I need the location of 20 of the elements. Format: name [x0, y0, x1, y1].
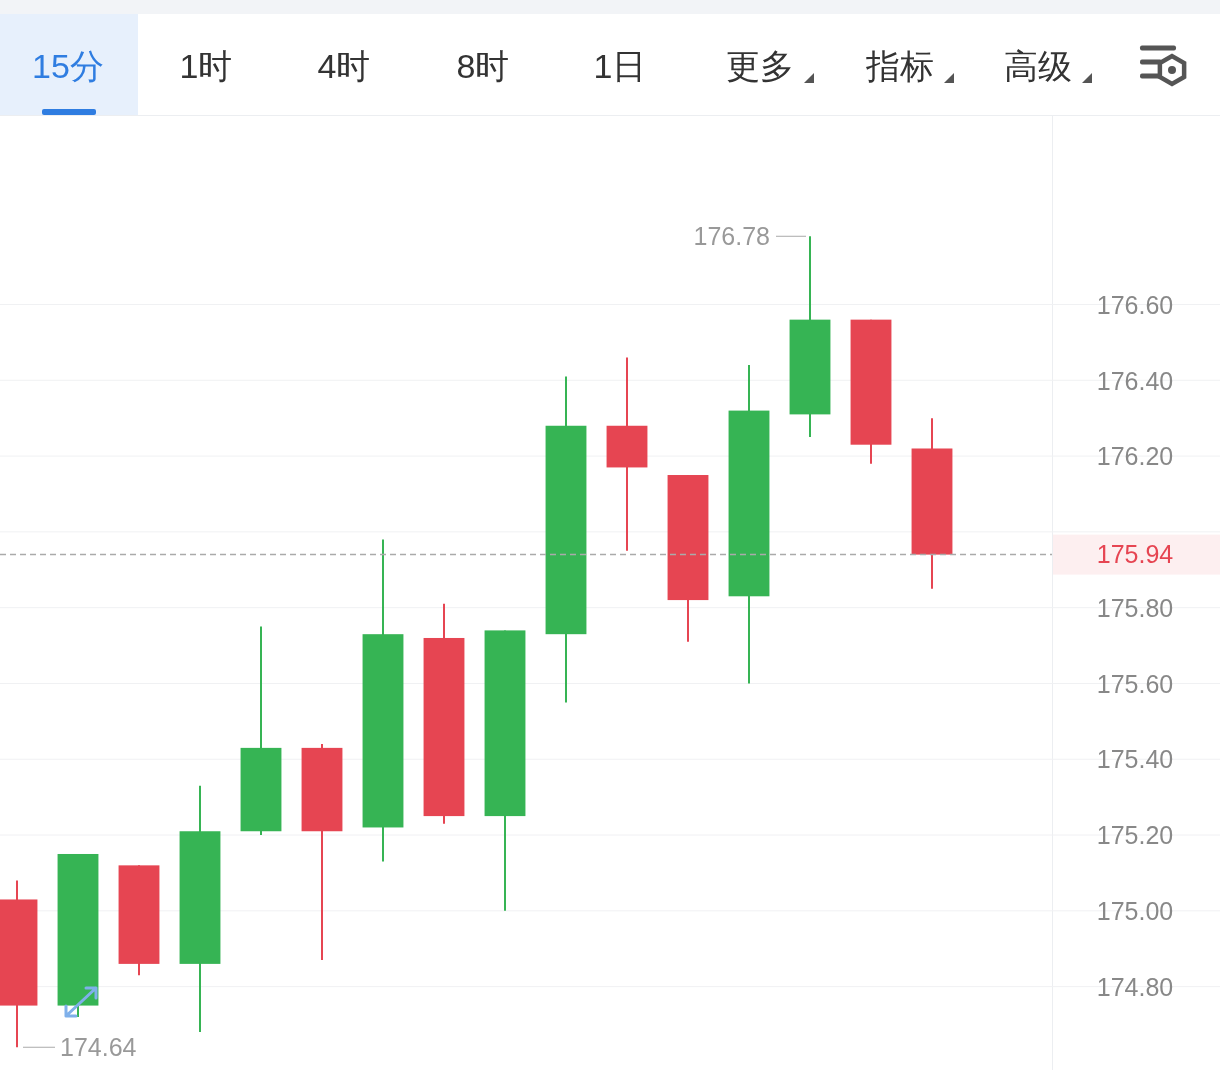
ref-line-label: 175.94: [1096, 540, 1174, 569]
y-tick-label: 175.40: [1096, 745, 1174, 774]
y-tick-label: 175.60: [1096, 669, 1174, 698]
y-tick-label: 175.80: [1096, 593, 1174, 622]
text: 指标: [865, 47, 934, 85]
text: 1日: [593, 47, 647, 85]
y-tick-label: 175.00: [1096, 897, 1174, 926]
text: 1时: [179, 47, 233, 85]
text: 15分: [32, 47, 104, 85]
annotation: 174.64: [60, 1033, 137, 1062]
y-tick-label: 175.20: [1096, 821, 1174, 850]
y-tick-label: 176.60: [1096, 290, 1174, 319]
text: 高级: [1004, 47, 1072, 85]
annotation: 176.78: [693, 222, 770, 251]
text: 8时: [456, 47, 510, 85]
y-tick-label: 176.20: [1096, 442, 1174, 471]
y-tick-label: 174.80: [1096, 972, 1174, 1001]
y-tick-label: 176.40: [1096, 366, 1174, 395]
text: 更多: [726, 47, 794, 85]
text: 4时: [317, 47, 371, 85]
